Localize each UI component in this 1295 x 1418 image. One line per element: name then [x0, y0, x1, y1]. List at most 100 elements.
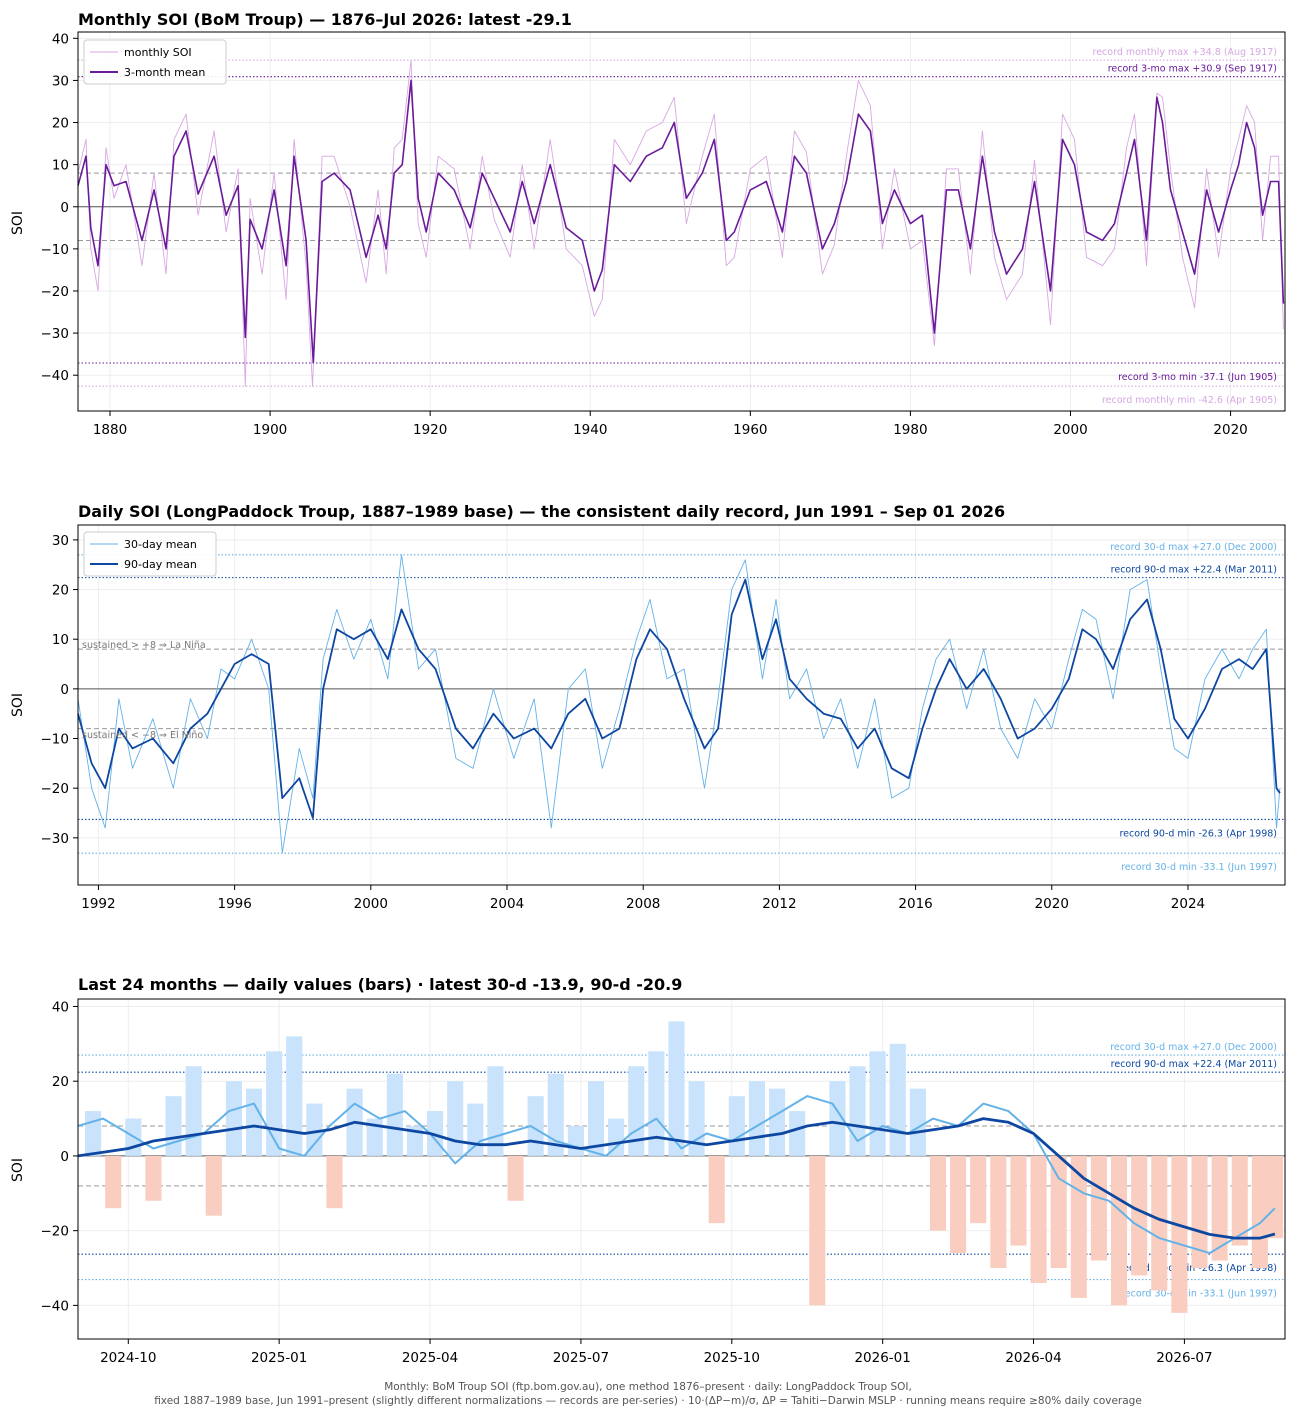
y-tick-label-2: 0: [60, 1149, 69, 1165]
daily-bar-24: [567, 1126, 584, 1156]
y-tick-label-5: 10: [52, 158, 69, 174]
daily-bar-6: [205, 1155, 222, 1216]
record-label-2: record 90-d min -26.3 (Apr 1998): [1119, 828, 1277, 839]
x-tick-label-1: 1996: [217, 896, 251, 912]
daily-bar-33: [748, 1081, 765, 1156]
legend-90-day-mean: 90-day mean: [124, 558, 197, 571]
panel-monthly: Monthly SOI (BoM Troup) — 1876–Jul 2026:…: [10, 10, 1286, 438]
y-tick-label-6: 30: [52, 533, 69, 549]
y-tick-label-4: 40: [52, 999, 69, 1015]
panel-daily-title: Daily SOI (LongPaddock Troup, 1887–1989 …: [78, 502, 1005, 521]
daily-bar-4: [165, 1096, 182, 1156]
series-30-day-mean: [77, 554, 1281, 854]
record-label-0: record monthly max +34.8 (Aug 1917): [1093, 47, 1278, 58]
record-label-1: record 90-d max +22.4 (Mar 2011): [1111, 565, 1277, 576]
daily-bar-10: [286, 1036, 303, 1156]
daily-bar-26: [608, 1118, 625, 1156]
axes-frame: [77, 31, 1286, 412]
y-tick-label-1: −20: [41, 781, 70, 797]
daily-bar-21: [507, 1155, 524, 1201]
y-tick-label-1: −20: [41, 1224, 70, 1240]
daily-bar-35: [789, 1111, 806, 1156]
x-tick-label-0: 1880: [93, 422, 127, 438]
daily-bar-55: [1191, 1155, 1208, 1269]
x-tick-label-4: 2025-10: [704, 1350, 760, 1366]
panel-monthly-ylabel: SOI: [10, 211, 26, 235]
panel-daily-ylabel: SOI: [10, 693, 26, 717]
x-tick-label-2: 1920: [413, 422, 447, 438]
x-tick-label-0: 1992: [81, 896, 115, 912]
x-tick-label-7: 2020: [1035, 896, 1069, 912]
record-label-2: record 90-d min -26.3 (Apr 1998): [1119, 1263, 1277, 1274]
daily-bar-14: [366, 1118, 383, 1156]
x-tick-label-0: 2024-10: [100, 1350, 156, 1366]
footer-line-2: fixed 1887–1989 base, Jun 1991–present (…: [154, 1395, 1142, 1407]
record-label-3: record monthly min -42.6 (Apr 1905): [1102, 395, 1277, 406]
daily-bar-37: [829, 1081, 846, 1156]
daily-bar-20: [487, 1066, 504, 1156]
x-tick-label-3: 2025-07: [553, 1350, 609, 1366]
daily-bar-47: [1030, 1155, 1047, 1283]
axes-frame: [77, 998, 1286, 1340]
footer-line-1: Monthly: BoM Troup SOI (ftp.bom.gov.au),…: [384, 1381, 912, 1393]
daily-bar-53: [1151, 1155, 1168, 1291]
x-tick-label-6: 2000: [1053, 422, 1087, 438]
y-tick-label-3: −10: [41, 242, 70, 258]
y-tick-label-7: 30: [52, 73, 69, 89]
record-label-0: record 30-d max +27.0 (Dec 2000): [1110, 1042, 1277, 1053]
y-tick-label-0: −40: [41, 1298, 70, 1314]
panel-daily-legend: 30-day mean 90-day mean: [83, 531, 217, 577]
panel-last-24-months: Last 24 months — daily values (bars) · l…: [10, 975, 1286, 1366]
y-tick-label-8: 40: [52, 31, 69, 47]
daily-bar-46: [1010, 1155, 1027, 1246]
daily-bar-59: [1266, 1155, 1283, 1239]
daily-bar-43: [950, 1155, 967, 1254]
daily-bar-28: [648, 1051, 665, 1156]
x-tick-label-3: 1940: [573, 422, 607, 438]
x-tick-label-5: 2012: [762, 896, 796, 912]
daily-bar-25: [587, 1081, 605, 1156]
daily-bar-54: [1171, 1155, 1188, 1313]
series-90-day-mean: [77, 578, 1281, 819]
record-label-3: record 30-d min -33.1 (Jun 1997): [1121, 862, 1277, 873]
annotation-el-nino: sustained < −8 ⇒ El Niño: [82, 730, 203, 741]
daily-bar-50: [1090, 1155, 1107, 1261]
y-tick-label-4: 10: [52, 632, 69, 648]
daily-bar-29: [668, 1021, 685, 1156]
y-tick-label-3: 0: [60, 682, 69, 698]
series-30-day-mean: [77, 1095, 1276, 1255]
x-tick-label-6: 2026-04: [1005, 1350, 1061, 1366]
daily-bar-7: [225, 1081, 242, 1156]
y-tick-label-0: −40: [41, 368, 70, 384]
x-tick-label-5: 2026-01: [854, 1350, 910, 1366]
record-label-1: record 90-d max +22.4 (Mar 2011): [1111, 1059, 1277, 1070]
daily-bar-40: [889, 1043, 906, 1156]
panel-recent-title: Last 24 months — daily values (bars) · l…: [78, 975, 682, 994]
daily-bar-52: [1131, 1155, 1148, 1276]
daily-bar-39: [869, 1051, 886, 1156]
record-label-3: record 30-d min -33.1 (Jun 1997): [1121, 1289, 1277, 1300]
record-label-2: record 3-mo min -37.1 (Jun 1905): [1118, 372, 1277, 383]
axes-frame: [77, 524, 1286, 886]
daily-bar-34: [769, 1088, 786, 1156]
record-label-0: record 30-d max +27.0 (Dec 2000): [1110, 542, 1277, 553]
x-tick-label-7: 2026-07: [1156, 1350, 1212, 1366]
y-tick-label-6: 20: [52, 116, 69, 132]
daily-bar-12: [326, 1155, 343, 1209]
daily-bar-41: [909, 1088, 926, 1156]
daily-bar-23: [547, 1073, 564, 1156]
y-tick-label-0: −30: [41, 831, 70, 847]
daily-bar-8: [245, 1088, 263, 1156]
x-tick-label-1: 1900: [253, 422, 287, 438]
daily-bar-44: [970, 1155, 987, 1224]
y-tick-label-2: −10: [41, 732, 70, 748]
legend-monthly-soi: monthly SOI: [124, 46, 192, 59]
daily-bar-0: [85, 1111, 102, 1156]
daily-bar-49: [1070, 1155, 1087, 1298]
x-tick-label-2: 2000: [354, 896, 388, 912]
x-tick-label-4: 1960: [733, 422, 767, 438]
y-tick-label-3: 20: [52, 1074, 69, 1090]
daily-bar-3: [145, 1155, 162, 1201]
daily-bar-38: [849, 1066, 866, 1156]
